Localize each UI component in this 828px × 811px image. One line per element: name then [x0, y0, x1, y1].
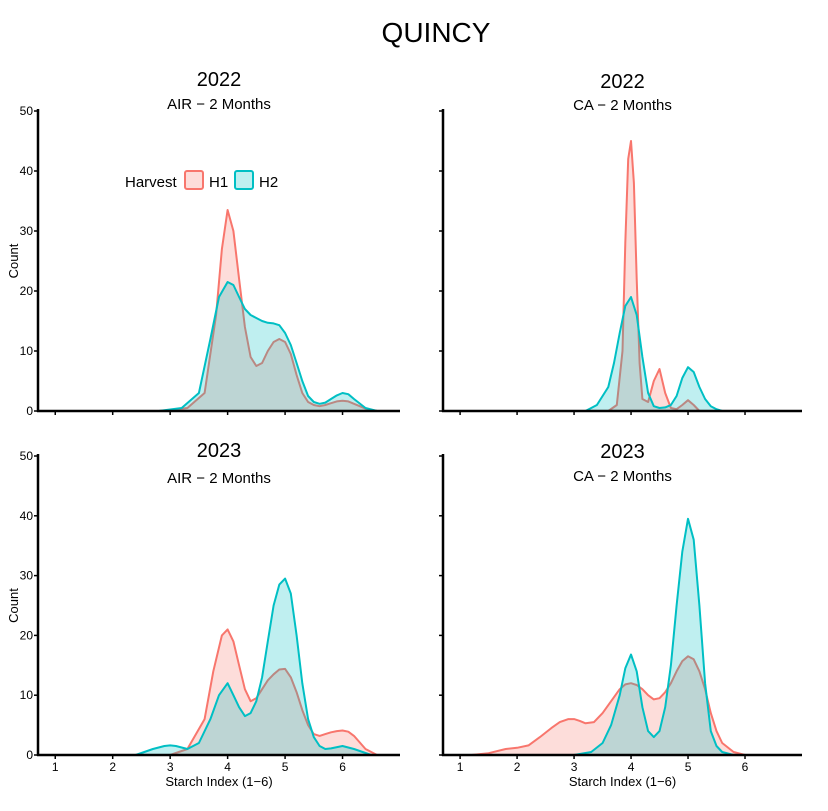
y-tick-label: 40	[20, 164, 34, 178]
y-tick-label: 10	[20, 344, 34, 358]
legend-label-h2: H2	[259, 174, 278, 191]
y-tick-label: 10	[20, 688, 34, 702]
chart-panel-1: 2022 AIR − 2 Months 0 10 20 30 40 50 Count	[6, 69, 400, 418]
x-tick-label: 1	[52, 760, 59, 774]
x-tick-label: 1	[457, 760, 464, 774]
panel-subtitle: AIR − 2 Months	[167, 96, 271, 113]
density-area-h2	[157, 281, 378, 412]
density-area-h2	[134, 577, 373, 756]
x-tick-label: 6	[742, 760, 749, 774]
y-tick-label: 0	[26, 748, 33, 762]
y-tick-label: 30	[20, 224, 34, 238]
y-tick-label: 20	[20, 628, 34, 642]
legend-key-h2	[234, 170, 254, 190]
y-tick-label: 30	[20, 569, 34, 583]
x-axis-label: Starch Index (1−6)	[165, 774, 272, 789]
x-tick-label: 6	[339, 760, 346, 774]
density-area-h1	[607, 140, 701, 412]
legend: Harvest H1 H2	[125, 170, 278, 191]
density-area-h1	[169, 628, 378, 756]
chart-panel-2: 2022 CA − 2 Months	[439, 71, 802, 415]
x-tick-label: 4	[224, 760, 231, 774]
density-area-h2	[573, 517, 735, 756]
x-tick-label: 3	[571, 760, 578, 774]
panel-subtitle: AIR − 2 Months	[167, 470, 271, 487]
y-tick-label: 20	[20, 284, 34, 298]
panel-title: 2022	[197, 69, 242, 91]
chart-panel-4: 2023 CA − 2 Months 1 2 3 4 5 6 Starch Index (1−6…	[439, 441, 802, 789]
y-axis-label: Count	[6, 588, 21, 623]
x-tick-label: 5	[282, 760, 289, 774]
x-tick-label: 4	[628, 760, 635, 774]
x-tick-label: 2	[514, 760, 521, 774]
density-area-h2	[584, 296, 724, 412]
panel-title: 2023	[197, 440, 242, 462]
y-tick-label: 50	[20, 104, 34, 118]
legend-title: Harvest	[125, 174, 178, 191]
chart-panel-3: 2023 AIR − 2 Months 0 10 20 30 40 50 1 2 3 4 5 6 Starc…	[6, 440, 400, 789]
density-area-h1	[163, 209, 378, 412]
x-axis-label: Starch Index (1−6)	[569, 774, 676, 789]
panel-title: 2022	[600, 71, 645, 93]
legend-key-h1	[184, 170, 204, 190]
y-tick-label: 40	[20, 509, 34, 523]
y-tick-label: 0	[26, 404, 33, 418]
y-tick-label: 50	[20, 449, 34, 463]
panel-title: 2023	[600, 441, 645, 463]
y-axis-label: Count	[6, 243, 21, 278]
panel-subtitle: CA − 2 Months	[573, 468, 672, 485]
x-tick-label: 2	[109, 760, 116, 774]
legend-label-h1: H1	[209, 174, 228, 191]
x-tick-label: 5	[685, 760, 692, 774]
panel-subtitle: CA − 2 Months	[573, 97, 672, 114]
figure-title: QUINCY	[382, 17, 491, 48]
x-tick-label: 3	[167, 760, 174, 774]
